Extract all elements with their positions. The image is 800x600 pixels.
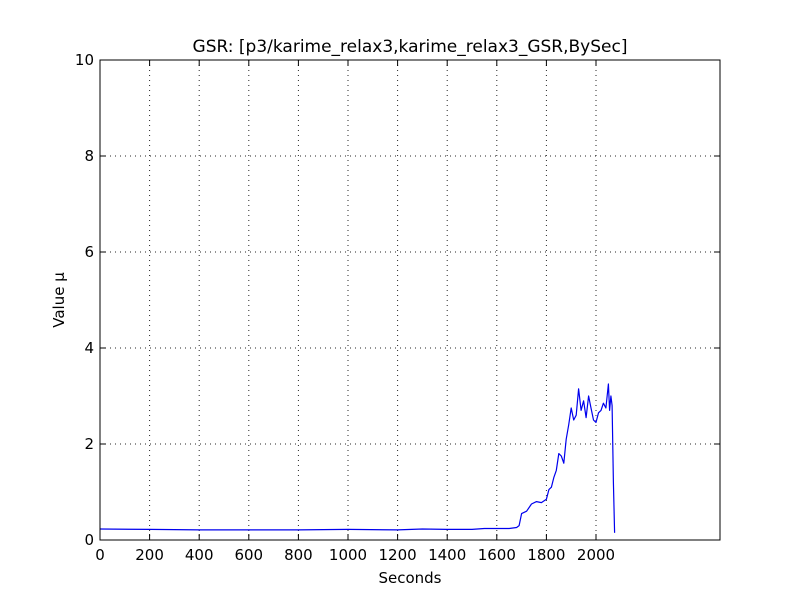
y-tick-label: 2 [84, 435, 94, 453]
y-axis-label: Value µ [50, 272, 68, 328]
x-tick-label: 200 [135, 546, 164, 564]
y-tick-label: 6 [84, 243, 94, 261]
ticks: 0 200 400 600 800 1000 1200 1400 1600 1800 2000 0 2 4… [75, 51, 720, 564]
y-tick-label: 0 [84, 531, 94, 549]
plot-frame [99, 59, 721, 541]
y-tick-label: 10 [75, 51, 94, 69]
x-tick-label: 1000 [329, 546, 367, 564]
x-tick-label: 0 [95, 546, 105, 564]
gsr-series-line [99, 383, 616, 533]
y-tick-label: 8 [84, 147, 94, 165]
x-tick-label: 800 [284, 546, 313, 564]
grid [100, 60, 720, 540]
series [99, 383, 616, 533]
x-tick-label: 1600 [478, 546, 516, 564]
x-tick-label: 1400 [428, 546, 466, 564]
x-tick-label: 1200 [379, 546, 417, 564]
x-axis-label: Seconds [378, 569, 441, 587]
x-tick-label: 400 [185, 546, 214, 564]
x-tick-label: 2000 [577, 546, 615, 564]
x-tick-label: 1800 [527, 546, 565, 564]
chart-title: GSR: [p3/karime_relax3,karime_relax3_GSR… [193, 37, 628, 57]
y-tick-label: 4 [84, 339, 94, 357]
x-tick-label: 600 [234, 546, 263, 564]
